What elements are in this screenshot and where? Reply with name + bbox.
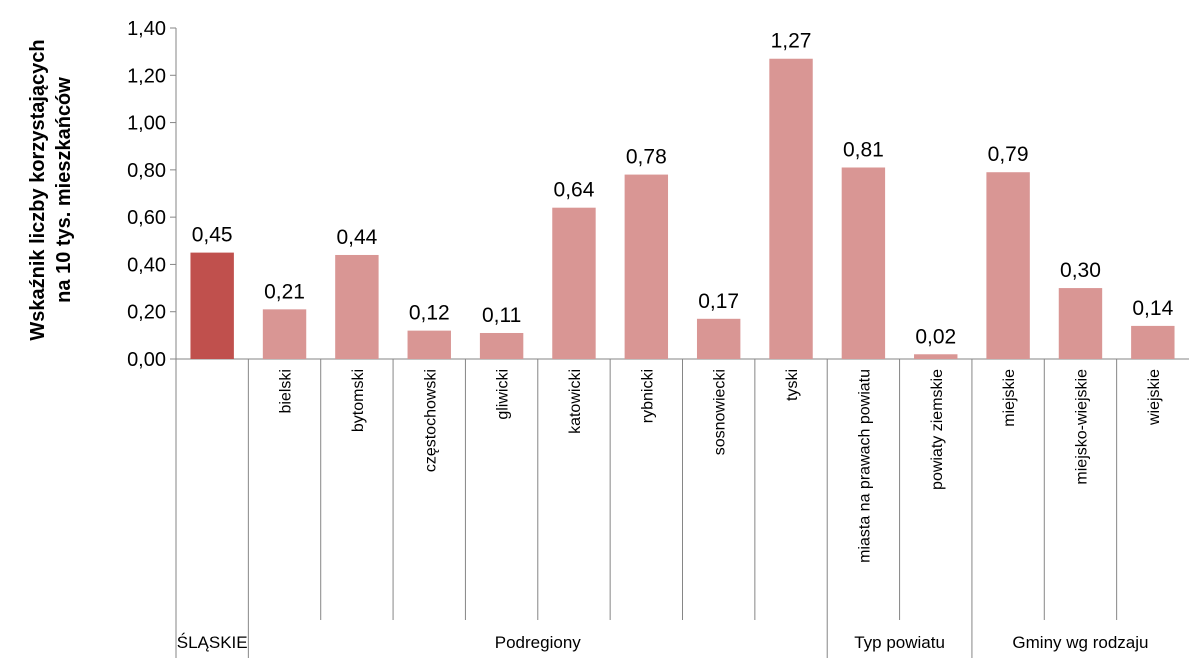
bar-value-label: 0,79	[988, 143, 1029, 166]
bar	[262, 309, 307, 359]
bar	[335, 254, 379, 359]
y-tick-label: 1,40	[127, 18, 166, 40]
bar-value-label: 0,45	[192, 224, 233, 247]
bar	[1131, 325, 1175, 359]
bar-value-label: 0,64	[554, 179, 595, 202]
bar-value-label: 1,27	[771, 30, 812, 53]
group-label: ŚLĄSKIE	[177, 633, 248, 652]
bar	[479, 332, 524, 359]
category-label: bytomski	[350, 369, 367, 432]
category-label: tyski	[784, 369, 801, 401]
bar-value-label: 0,02	[915, 325, 956, 348]
category-label: gliwicki	[495, 369, 512, 420]
y-tick-label: 1,20	[127, 65, 166, 87]
category-label: częstochowski	[422, 369, 439, 472]
bar-value-label: 0,78	[626, 146, 667, 169]
bar	[986, 172, 1030, 359]
bar	[841, 167, 886, 359]
category-label: sosnowiecki	[712, 369, 729, 455]
group-label: Typ powiatu	[854, 633, 945, 652]
category-label: miasta na prawach powiatu	[856, 369, 873, 563]
category-label: bielski	[278, 369, 295, 413]
bar-value-label: 0,30	[1060, 259, 1101, 282]
category-label: katowicki	[567, 369, 584, 434]
bar-value-label: 0,17	[698, 290, 739, 313]
y-tick-label: 0,40	[127, 254, 166, 276]
bar-value-label: 0,21	[264, 280, 305, 303]
bar	[552, 207, 596, 359]
bar-value-label: 0,12	[409, 302, 450, 325]
y-axis-title-line2: na 10 tys. mieszkańców	[53, 77, 75, 303]
bar	[407, 330, 451, 359]
y-tick-label: 0,80	[127, 160, 166, 182]
bar	[769, 58, 813, 359]
category-label: miejskie	[1001, 369, 1018, 427]
category-label: miejsko-wiejskie	[1073, 369, 1090, 485]
bar-value-label: 0,11	[482, 304, 521, 327]
group-label: Gminy wg rodzaju	[1012, 633, 1148, 652]
bar	[696, 318, 741, 359]
category-label: wiejskie	[1146, 369, 1163, 426]
bar	[190, 252, 234, 359]
y-tick-label: 0,20	[127, 302, 166, 324]
bar-value-label: 0,14	[1132, 297, 1173, 320]
y-axis-title-line1: Wskaźnik liczby korzystających	[27, 39, 49, 340]
category-label: rybnicki	[639, 369, 656, 423]
group-label: Podregiony	[495, 633, 582, 652]
y-tick-label: 1,00	[127, 113, 166, 135]
bar	[914, 354, 958, 359]
y-tick-label: 0,00	[127, 349, 166, 371]
bar-value-label: 0,44	[336, 226, 377, 249]
plot-area: 0,00 0,20 0,40 0,60 0,80 1,00 1,20 1,40 0,45 0,21…	[127, 18, 1189, 658]
y-tick-label: 0,60	[127, 207, 166, 229]
bar	[624, 174, 669, 359]
bar	[1058, 288, 1103, 359]
category-label: powiaty ziemskie	[929, 369, 946, 490]
bar-value-label: 0,81	[843, 138, 884, 161]
